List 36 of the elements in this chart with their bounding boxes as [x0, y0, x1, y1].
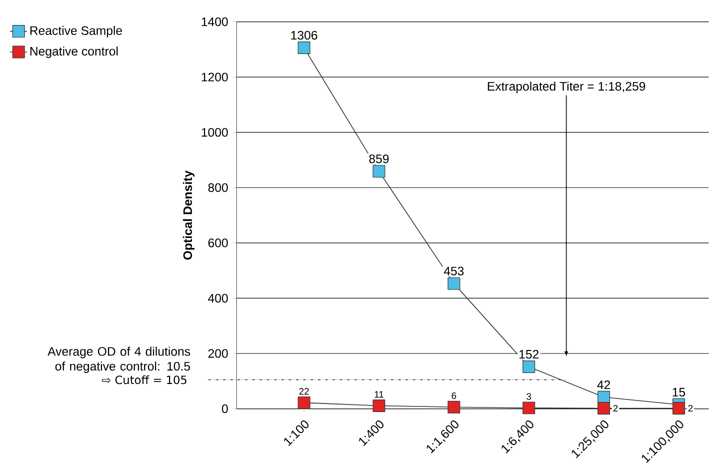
data-label: 6	[452, 392, 456, 400]
y-axis-title: Optical Density	[182, 170, 194, 260]
data-label: 11	[374, 391, 384, 398]
y-tick-label: 200	[208, 349, 228, 358]
y-tick-label: 800	[208, 183, 228, 192]
data-label: 2	[688, 405, 693, 412]
y-tick-label: 1400	[202, 18, 228, 26]
data-label: 3	[526, 393, 532, 400]
data-label: 15	[672, 388, 686, 397]
text: Average OD of 4 dilutions of negative control: 10.5	[48, 346, 190, 374]
point	[522, 402, 536, 414]
point	[298, 396, 310, 410]
annotation: Extrapolated Titer = 1:18,259	[488, 82, 646, 94]
legend-label: Reactive Sample	[30, 26, 122, 38]
y-tick-label: 400	[208, 294, 228, 303]
data-label: 453	[444, 266, 464, 276]
point	[372, 400, 386, 412]
point	[372, 165, 386, 178]
data-label: 22	[299, 388, 309, 395]
point	[448, 401, 460, 414]
data-label: 42	[597, 380, 610, 390]
y-tick-label: 600	[208, 238, 228, 248]
point	[522, 360, 536, 374]
y-tick-label: 1000	[202, 128, 228, 137]
point	[298, 42, 310, 54]
legend-label: Negative control	[30, 46, 118, 58]
data-label: 152	[520, 350, 538, 359]
data-label: 1306	[291, 31, 318, 40]
data-label: 2	[613, 405, 618, 412]
data-label: 859	[369, 154, 389, 164]
y-tick-label: 1200	[202, 72, 228, 82]
point	[672, 402, 685, 415]
point	[598, 402, 610, 415]
ref-line-label: ⇨ Cutoff = 105	[102, 376, 186, 384]
point	[448, 278, 460, 290]
y-tick-label: 0	[222, 404, 228, 414]
